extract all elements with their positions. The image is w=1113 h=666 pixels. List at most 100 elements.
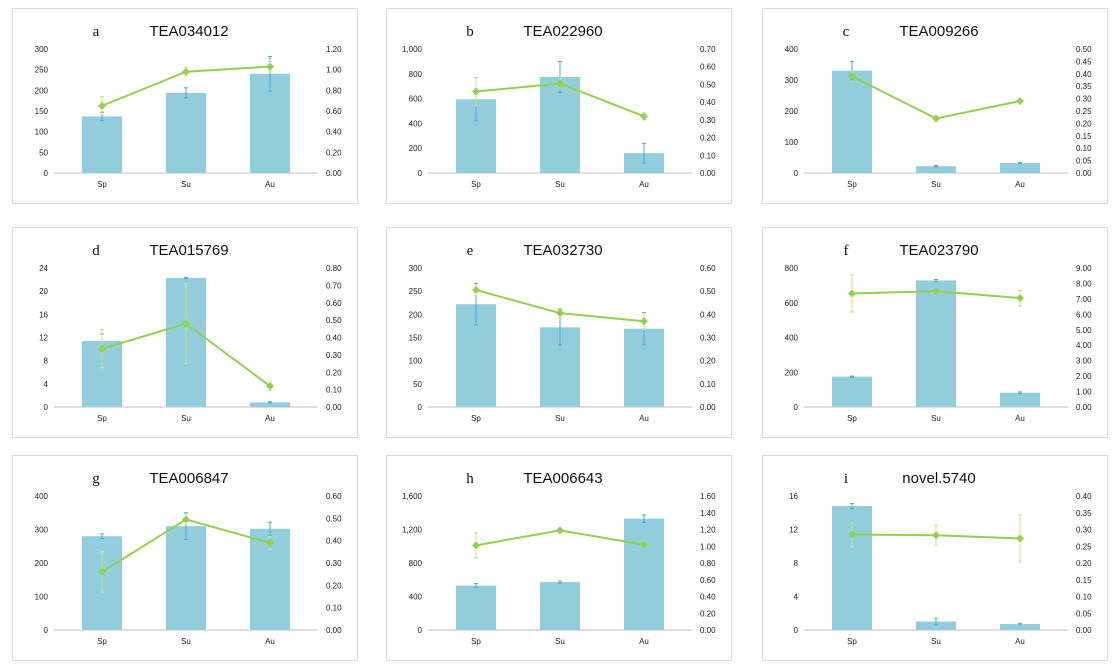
bar	[1000, 624, 1040, 630]
right-tick-label: 0.20	[1076, 119, 1092, 128]
line-point	[182, 319, 190, 328]
left-tick-label: 0	[794, 626, 799, 635]
category-label: Su	[931, 414, 941, 423]
chart-panel-a: a TEA034012 0 50 100 150 200 250 300 0.00 0.20 0.40…	[12, 8, 369, 208]
right-tick-label: 0.05	[1076, 609, 1092, 618]
right-tick-label: 0.35	[1076, 82, 1092, 91]
left-tick-label: 16	[789, 492, 798, 501]
category-label: Su	[555, 180, 565, 189]
category-label: Su	[555, 414, 565, 423]
chart-svg: a TEA034012 0 50 100 150 200 250 300 0.00 0.20 0.40…	[12, 8, 358, 204]
right-tick-label: 0.20	[326, 368, 342, 377]
right-tick-label: 0.50	[700, 80, 716, 89]
bar	[916, 280, 956, 407]
chart-panel-b: b TEA022960 0 200 400 600 800 1,000 0.00 0.10 0.20…	[386, 8, 743, 208]
right-tick-label: 1.00	[700, 542, 716, 551]
bar	[916, 166, 956, 173]
right-tick-label: 1.20	[700, 526, 716, 535]
right-tick-label: 0.30	[326, 351, 342, 360]
line-point	[556, 309, 564, 318]
left-tick-label: 20	[39, 287, 48, 296]
category-label: Sp	[847, 180, 857, 189]
panel-title: TEA022960	[523, 23, 602, 40]
line-point	[98, 567, 106, 576]
panel-letter: e	[467, 243, 474, 259]
right-tick-label: 0.50	[326, 316, 342, 325]
right-tick-label: 0.60	[700, 576, 716, 585]
line-point	[1016, 534, 1024, 543]
left-tick-label: 100	[409, 357, 423, 366]
right-tick-label: 0.20	[700, 134, 716, 143]
left-tick-label: 100	[785, 138, 799, 147]
left-tick-label: 300	[35, 526, 49, 535]
panel-letter: g	[92, 471, 100, 487]
right-tick-label: 0.50	[1076, 45, 1092, 54]
right-tick-label: 0.25	[1076, 107, 1092, 116]
chart-svg: g TEA006847 0 100 200 300 400 0.00 0.10 0.20 0.30 0…	[12, 455, 358, 661]
left-tick-label: 0	[418, 169, 423, 178]
chart-panel-f: f TEA023790 0 200 400 600 800 0.00 1.00 2.00 3.00 4…	[762, 227, 1113, 442]
right-tick-label: 0.00	[1076, 626, 1092, 635]
category-label: Au	[1015, 180, 1025, 189]
right-tick-label: 0.00	[326, 403, 342, 412]
panel-title: TEA023790	[899, 242, 978, 259]
left-tick-label: 200	[409, 144, 423, 153]
right-tick-label: 0.20	[1076, 559, 1092, 568]
line-point	[848, 530, 856, 539]
category-label: Su	[931, 180, 941, 189]
category-label: Sp	[847, 637, 857, 646]
panel-frame	[762, 8, 1108, 204]
right-tick-label: 1.40	[700, 509, 716, 518]
line-point	[472, 286, 480, 295]
panel-letter: b	[466, 24, 474, 40]
left-tick-label: 12	[789, 526, 798, 535]
right-tick-label: 0.10	[1076, 144, 1092, 153]
right-tick-label: 0.20	[326, 148, 342, 157]
line-point	[640, 112, 648, 121]
bar	[250, 402, 290, 407]
left-tick-label: 600	[785, 299, 799, 308]
right-tick-label: 0.30	[700, 116, 716, 125]
line-point	[932, 531, 940, 540]
line-point	[98, 101, 106, 110]
category-label: Sp	[471, 637, 481, 646]
right-tick-label: 0.80	[326, 264, 342, 273]
category-label: Su	[181, 637, 191, 646]
right-tick-label: 0.30	[326, 559, 342, 568]
chart-panel-d: d TEA015769 0 4 8 12 16 20 24 0.00 0.10 0.20 0.30 0.4…	[12, 227, 369, 442]
line-point	[182, 515, 190, 524]
line-point	[266, 538, 274, 547]
right-tick-label: 0.70	[700, 45, 716, 54]
panel-title: TEA032730	[523, 242, 602, 259]
panel-frame	[12, 8, 358, 204]
category-label: Au	[1015, 414, 1025, 423]
chart-svg: d TEA015769 0 4 8 12 16 20 24 0.00 0.10 0.20 0.30 0.4…	[12, 227, 358, 438]
right-tick-label: 1.20	[326, 45, 342, 54]
left-tick-label: 250	[409, 287, 423, 296]
chart-svg: f TEA023790 0 200 400 600 800 0.00 1.00 2.00 3.00 4…	[762, 227, 1108, 438]
right-tick-label: 0.30	[1076, 95, 1092, 104]
panel-frame	[762, 455, 1108, 661]
left-tick-label: 8	[44, 357, 49, 366]
line-point	[98, 344, 106, 353]
left-tick-label: 0	[44, 403, 49, 412]
left-tick-label: 0	[794, 169, 799, 178]
right-tick-label: 0.60	[700, 264, 716, 273]
category-label: Sp	[97, 180, 107, 189]
right-tick-label: 0.20	[326, 581, 342, 590]
chart-panel-h: h TEA006643 0 400 800 1,200 1,600 0.00 0.20 0.40 0…	[386, 455, 743, 665]
right-tick-label: 3.00	[1076, 357, 1092, 366]
right-tick-label: 2.00	[1076, 372, 1092, 381]
category-label: Au	[265, 414, 275, 423]
left-tick-label: 400	[785, 45, 799, 54]
left-tick-label: 16	[39, 310, 48, 319]
chart-svg: b TEA022960 0 200 400 600 800 1,000 0.00 0.10 0.20…	[386, 8, 732, 204]
right-tick-label: 0.00	[700, 626, 716, 635]
left-tick-label: 4	[44, 380, 49, 389]
category-label: Su	[181, 180, 191, 189]
right-tick-label: 9.00	[1076, 264, 1092, 273]
series-line	[851, 75, 1021, 120]
chart-svg: c TEA009266 0 100 200 300 400 0.00 0.05 0.10 0.15 0…	[762, 8, 1108, 204]
right-tick-label: 0.70	[326, 281, 342, 290]
right-tick-label: 0.10	[700, 380, 716, 389]
